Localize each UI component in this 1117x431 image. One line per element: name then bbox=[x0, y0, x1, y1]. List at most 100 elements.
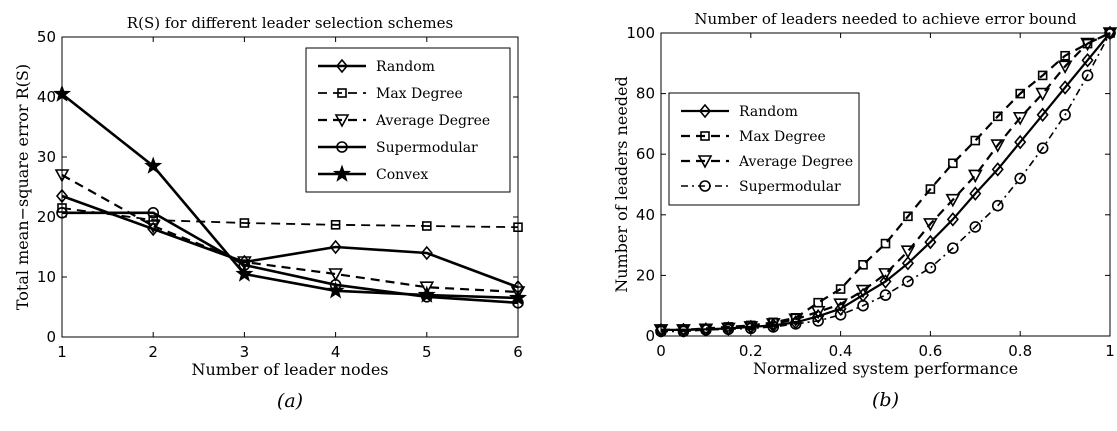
data-point bbox=[857, 299, 869, 312]
data-point bbox=[902, 275, 914, 288]
data-point bbox=[967, 169, 983, 184]
data-point bbox=[421, 221, 432, 231]
y-tick-label: 20 bbox=[37, 208, 56, 226]
data-point bbox=[509, 288, 527, 306]
data-point bbox=[329, 239, 342, 255]
data-point bbox=[56, 207, 68, 219]
x-tick-label: 3 bbox=[240, 343, 250, 361]
data-point bbox=[903, 211, 913, 222]
legend-marker bbox=[336, 141, 348, 153]
data-point bbox=[901, 256, 914, 271]
data-point bbox=[946, 212, 959, 227]
legend-marker bbox=[333, 164, 351, 182]
x-tick-label: 0.6 bbox=[918, 342, 942, 360]
x-axis-label: Normalized system performance bbox=[753, 359, 1018, 378]
y-tick-label: 60 bbox=[636, 145, 655, 163]
legend-label: Supermodular bbox=[376, 140, 478, 156]
data-point bbox=[235, 264, 254, 282]
legend-label: Supermodular bbox=[739, 179, 841, 195]
data-point bbox=[879, 289, 892, 301]
legend-label: Random bbox=[739, 104, 798, 120]
chart-title: R(S) for different leader selection sche… bbox=[127, 14, 453, 32]
y-tick-label: 80 bbox=[636, 85, 655, 103]
data-point bbox=[419, 281, 435, 295]
series-average-degree bbox=[54, 169, 526, 300]
y-tick-label: 100 bbox=[626, 24, 655, 42]
x-tick-label: 2 bbox=[148, 343, 158, 361]
series-line bbox=[61, 92, 519, 300]
legend-label: Convex bbox=[376, 167, 428, 183]
x-tick-label: 6 bbox=[513, 343, 523, 361]
data-point bbox=[789, 318, 802, 330]
x-axis-label: Number of leader nodes bbox=[192, 360, 389, 379]
y-tick-label: 0 bbox=[645, 327, 655, 345]
data-point bbox=[834, 308, 847, 321]
data-point bbox=[55, 188, 69, 204]
data-point bbox=[330, 220, 341, 230]
x-tick-label: 0.2 bbox=[739, 342, 763, 360]
legend: Random Max Degree Average Degree Supermodul… bbox=[305, 47, 511, 193]
legend-marker bbox=[334, 114, 350, 128]
chart-a: 1 2 3 4 5 6 0 10 20 30 40 50 R(S) for different lead… bbox=[13, 14, 527, 412]
data-point bbox=[991, 199, 1004, 212]
data-point bbox=[328, 268, 343, 282]
data-point bbox=[1059, 109, 1071, 121]
x-tick-label: 0.8 bbox=[1008, 342, 1032, 360]
x-tick-label: 0.4 bbox=[829, 342, 853, 360]
x-tick-label: 1 bbox=[1105, 342, 1115, 360]
series-line bbox=[62, 211, 519, 305]
data-point bbox=[1014, 134, 1027, 150]
data-point bbox=[834, 301, 847, 316]
data-point bbox=[833, 298, 848, 312]
x-tick-label: 0 bbox=[656, 342, 666, 360]
data-point bbox=[722, 323, 735, 336]
data-point bbox=[880, 238, 891, 249]
data-point bbox=[855, 284, 871, 299]
y-tick-label: 40 bbox=[636, 206, 655, 224]
y-tick-label: 50 bbox=[37, 28, 56, 46]
data-point bbox=[969, 186, 982, 201]
data-point bbox=[1037, 70, 1048, 81]
legend-label: Average Degree bbox=[375, 113, 490, 129]
data-point bbox=[924, 234, 937, 250]
legend-marker bbox=[700, 131, 710, 141]
legend-marker bbox=[698, 103, 712, 119]
legend: Random Max Degree Average Degree Supermodul… bbox=[668, 92, 860, 206]
data-point bbox=[1057, 60, 1073, 75]
series-convex bbox=[53, 84, 527, 306]
x-tick-label: 5 bbox=[422, 343, 432, 361]
series-line bbox=[61, 174, 519, 294]
data-point bbox=[1059, 80, 1072, 95]
data-point bbox=[925, 184, 936, 194]
data-point bbox=[417, 285, 436, 303]
data-point bbox=[677, 325, 690, 338]
data-point bbox=[148, 215, 158, 225]
data-point bbox=[835, 284, 846, 294]
data-point bbox=[700, 324, 712, 336]
y-axis-label: Number of leaders needed bbox=[612, 76, 631, 293]
y-tick-label: 10 bbox=[37, 268, 56, 286]
data-point bbox=[970, 135, 981, 146]
x-tick-label: 1 bbox=[57, 343, 67, 361]
data-point bbox=[924, 262, 937, 274]
series-line bbox=[661, 32, 1111, 331]
series-random bbox=[55, 188, 525, 295]
series-line bbox=[61, 194, 519, 289]
data-point bbox=[53, 84, 71, 102]
data-point bbox=[510, 286, 526, 300]
series-line bbox=[61, 207, 519, 229]
data-point bbox=[947, 242, 959, 254]
series-supermodular bbox=[655, 27, 1116, 338]
data-point bbox=[1015, 88, 1026, 99]
data-point bbox=[990, 139, 1006, 153]
data-point bbox=[1012, 112, 1028, 126]
data-point bbox=[1081, 69, 1094, 82]
plot-frame bbox=[660, 32, 1111, 337]
data-point bbox=[1081, 53, 1094, 68]
legend-marker bbox=[337, 88, 347, 98]
legend-label: Max Degree bbox=[376, 86, 463, 102]
data-point bbox=[969, 221, 982, 233]
data-point bbox=[810, 305, 826, 320]
data-point bbox=[144, 156, 163, 174]
